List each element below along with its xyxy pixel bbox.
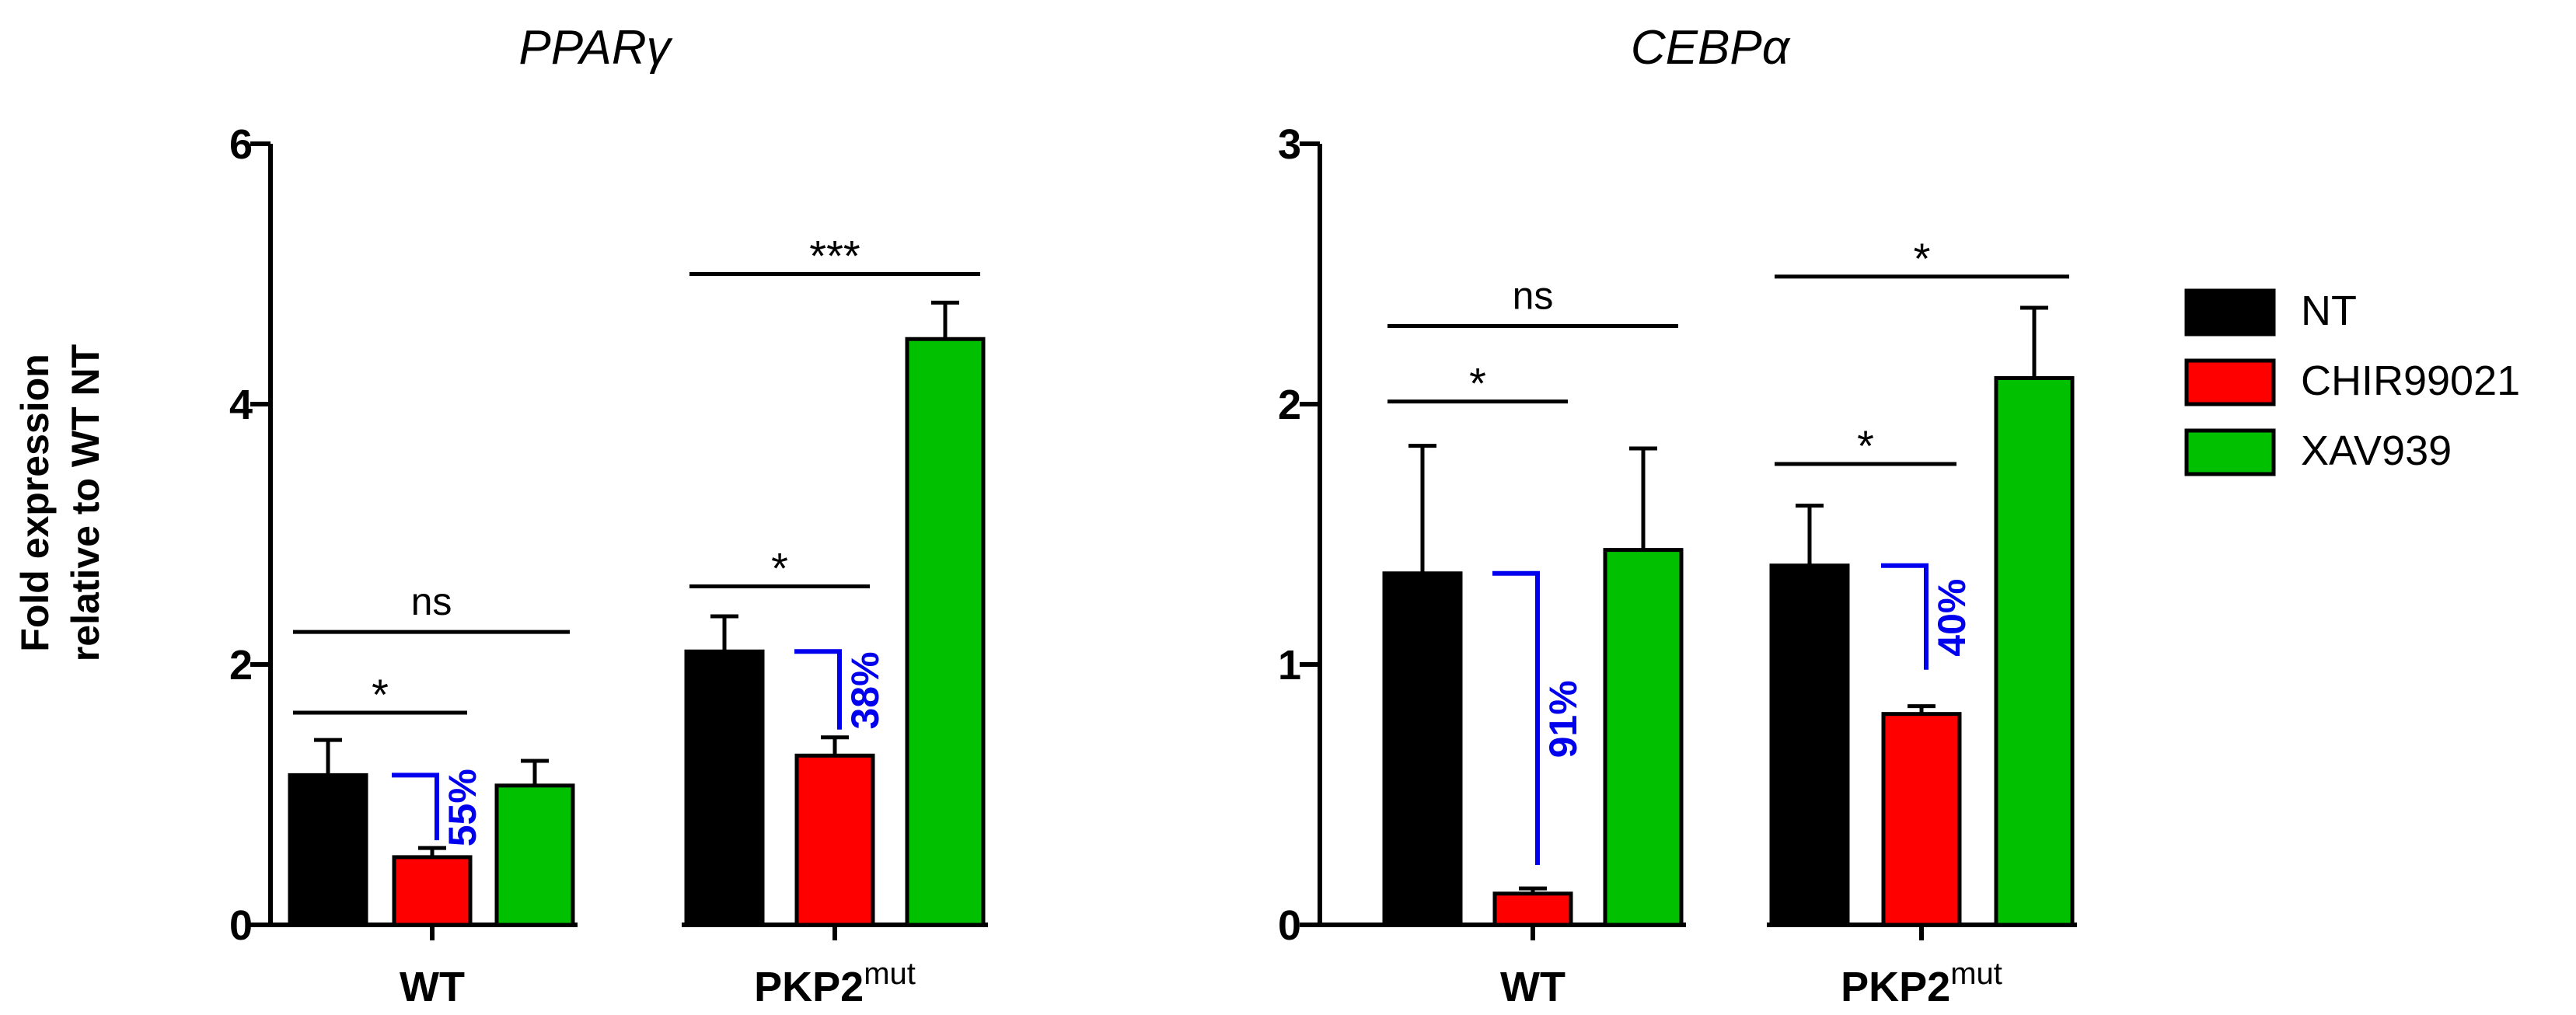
chart-title: PPARγ	[518, 21, 672, 75]
chart-panel-cebp-alpha: CEBPα 0 1 2 3 WT PKP2mut * ns * * 91% 40%	[1278, 21, 2077, 1010]
significance-label: *	[1914, 234, 1931, 283]
y-tick-label: 6	[229, 121, 253, 168]
significance-label: *	[1857, 421, 1874, 470]
reduction-label: 40%	[1930, 579, 1974, 657]
significance-label: *	[771, 544, 788, 593]
bar	[794, 753, 875, 927]
legend-label-xav939: XAV939	[2301, 427, 2452, 474]
reduction-label: 38%	[843, 651, 887, 729]
y-axis-label: Fold expression relative to WT NT	[13, 344, 107, 661]
y-tick-label: 0	[229, 902, 253, 949]
legend-label-nt: NT	[2301, 288, 2357, 334]
y-tick-label: 2	[229, 642, 253, 689]
significance-label: ns	[411, 580, 452, 623]
significance-label: *	[1469, 359, 1486, 408]
bar	[392, 855, 473, 927]
reduction-bracket	[1492, 570, 1540, 865]
significance-label: ns	[1513, 274, 1554, 318]
reduction-bracket	[392, 773, 439, 841]
y-tick-label: 1	[1278, 642, 1301, 689]
y-tick-label: 0	[1278, 902, 1301, 949]
bar	[1994, 376, 2075, 927]
reduction-bracket	[1881, 563, 1929, 670]
x-group-label: PKP2mut	[1841, 957, 2002, 1010]
reduction-bracket	[794, 649, 842, 730]
y-axis-label-line-1: Fold expression	[13, 354, 57, 651]
chart-title: CEBPα	[1631, 21, 1791, 75]
bar	[1382, 571, 1463, 927]
reduction-label: 55%	[441, 769, 484, 846]
reduction-label: 91%	[1541, 680, 1585, 758]
legend-label-chir99021: CHIR99021	[2301, 358, 2520, 404]
y-tick-label: 3	[1278, 121, 1301, 168]
x-group-label: WT	[1500, 964, 1565, 1010]
legend-swatch-nt	[2184, 288, 2276, 337]
bar	[684, 649, 765, 927]
significance-label: ***	[809, 232, 860, 281]
bar	[1769, 563, 1850, 927]
bar	[905, 337, 986, 927]
legend: NT CHIR99021 XAV939	[2184, 288, 2520, 476]
x-group-label: WT	[400, 964, 465, 1010]
y-tick-label: 4	[229, 382, 253, 428]
bar	[494, 783, 575, 927]
bar	[1881, 712, 1962, 927]
y-tick-label: 2	[1278, 382, 1301, 428]
significance-label: *	[372, 670, 389, 719]
bar	[288, 773, 368, 927]
bar	[1492, 891, 1573, 927]
x-group-label: PKP2mut	[754, 957, 916, 1010]
legend-swatch-chir99021	[2184, 358, 2276, 406]
y-axis-label-line-2: relative to WT NT	[64, 344, 107, 661]
legend-swatch-xav939	[2184, 428, 2276, 476]
bar	[1603, 548, 1684, 927]
